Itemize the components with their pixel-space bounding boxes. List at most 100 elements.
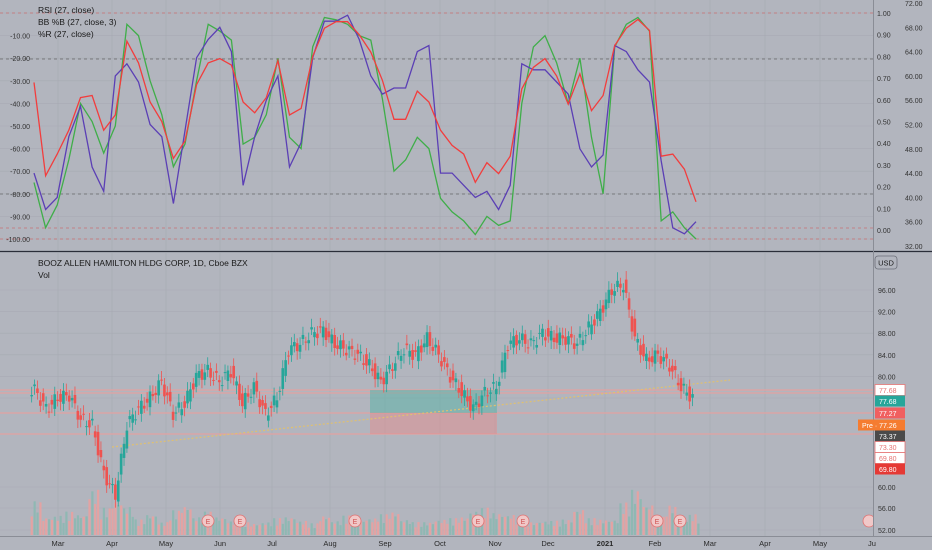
earnings-icon[interactable] xyxy=(471,514,485,528)
candle-body xyxy=(243,392,247,410)
candle-body xyxy=(88,420,91,428)
volume-bar xyxy=(428,522,432,535)
bb-tick-label: 0.10 xyxy=(877,206,891,213)
earnings-icon-label: E xyxy=(521,519,526,526)
rsi-tick-label: 40.00 xyxy=(905,195,923,202)
volume-bar xyxy=(368,519,371,535)
candle-body xyxy=(318,326,322,328)
volume-bar xyxy=(99,519,103,535)
candle-body xyxy=(665,353,668,359)
candle-body xyxy=(552,337,556,343)
volume-bar xyxy=(229,521,233,535)
candle-body xyxy=(408,350,412,357)
price-badge[interactable] xyxy=(875,407,905,419)
volume-bar xyxy=(515,524,518,535)
candle-body xyxy=(163,384,166,397)
volume-bar xyxy=(662,516,665,535)
volume-bar xyxy=(137,525,140,535)
candle-body xyxy=(93,431,97,438)
candle-body xyxy=(682,383,686,386)
earnings-icon[interactable] xyxy=(516,514,530,528)
legend-rsi[interactable]: RSI (27, close) xyxy=(38,5,94,15)
candle-body xyxy=(679,378,683,392)
candle-body xyxy=(691,394,694,398)
bb-series-line[interactable] xyxy=(33,18,697,203)
volume-bar xyxy=(166,522,169,535)
volume-bar xyxy=(244,527,247,535)
volume-bar xyxy=(157,524,160,535)
earnings-icon[interactable] xyxy=(862,514,875,528)
volume-bar xyxy=(590,525,593,535)
premarket-badge[interactable] xyxy=(858,419,905,431)
time-axis[interactable]: Mar Apr May Jun Jul Aug Sep Oct Nov Dec 2021 Feb Mar… xyxy=(52,539,876,548)
candle-body xyxy=(310,327,313,330)
candle-body xyxy=(76,410,80,420)
currency-button[interactable] xyxy=(874,255,898,270)
candle-body xyxy=(518,340,521,344)
candle-body xyxy=(235,381,238,386)
candle-body xyxy=(601,305,605,313)
candle-body xyxy=(359,351,362,354)
volume-bar xyxy=(434,521,437,535)
candle-body xyxy=(217,380,221,383)
long-position-stop-zone[interactable] xyxy=(370,413,497,434)
wr-series-line[interactable] xyxy=(33,16,697,240)
candle-body xyxy=(96,431,100,456)
candle-body xyxy=(546,328,550,337)
candle-body xyxy=(659,356,663,364)
earnings-icon[interactable] xyxy=(348,514,362,528)
candle-body xyxy=(261,400,264,406)
volume-bar xyxy=(232,524,235,535)
earnings-icon[interactable] xyxy=(650,514,664,528)
candle-body xyxy=(489,392,492,394)
earnings-icon[interactable] xyxy=(233,514,247,528)
candle-body xyxy=(114,484,117,500)
vol-legend[interactable]: Vol xyxy=(38,270,50,280)
symbol-title[interactable]: BOOZ ALLEN HAMILTON HLDG CORP, 1D, Cboe … xyxy=(38,258,248,268)
volume-bar xyxy=(573,511,576,535)
candle-body xyxy=(330,334,334,344)
candle-body xyxy=(526,347,530,349)
volume-bar xyxy=(437,520,440,535)
long-position-target-zone[interactable] xyxy=(370,390,497,413)
candle-body xyxy=(356,349,360,354)
candle-body xyxy=(246,393,250,397)
price-badge[interactable] xyxy=(875,430,905,442)
volume-bar xyxy=(659,524,663,535)
volume-bar xyxy=(405,520,409,535)
earnings-icon[interactable] xyxy=(673,514,687,528)
candle-body xyxy=(570,334,573,338)
volume-bar xyxy=(88,499,91,535)
rsi-tick-label: 52.00 xyxy=(905,123,923,130)
volume-bar xyxy=(218,520,221,535)
candle-body xyxy=(220,385,224,387)
candle-body xyxy=(197,371,201,378)
earnings-icon[interactable] xyxy=(201,514,215,528)
volume-bar xyxy=(224,519,227,535)
volume-bar xyxy=(339,525,342,535)
candle-body xyxy=(189,389,192,402)
price-badge[interactable] xyxy=(875,395,905,407)
volume-bar xyxy=(411,522,414,535)
volume-bar xyxy=(509,518,512,535)
candle-body xyxy=(633,318,637,337)
rsi-tick-label: 36.00 xyxy=(905,220,923,227)
legend-bb[interactable]: BB %B (27, close, 3) xyxy=(38,17,117,27)
time-axis-label: May xyxy=(813,539,827,548)
volume-bar xyxy=(221,518,224,535)
candle-body xyxy=(506,350,510,352)
candles xyxy=(30,271,694,508)
volume-bar xyxy=(290,518,293,535)
legend-wr[interactable]: %R (27, close) xyxy=(38,29,94,39)
price-badge[interactable] xyxy=(875,463,905,475)
volume-bar xyxy=(333,523,336,535)
rsi-series-line[interactable] xyxy=(33,14,697,235)
candle-body xyxy=(316,333,319,339)
candle-body xyxy=(431,346,435,351)
candle-body xyxy=(160,379,163,381)
candle-body xyxy=(396,351,400,356)
volume-bar xyxy=(177,510,181,535)
volume-bar xyxy=(691,521,694,535)
